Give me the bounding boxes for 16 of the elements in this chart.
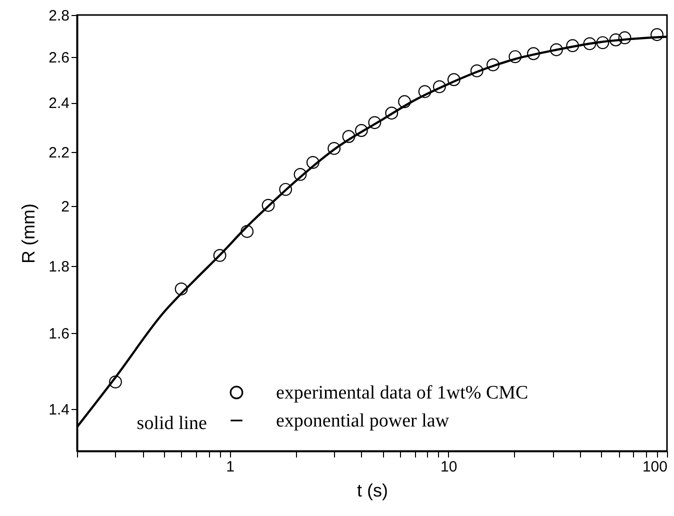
y-tick-label: 1.4: [48, 401, 70, 418]
x-axis-title: t (s): [357, 480, 388, 500]
legend-label: exponential power law: [276, 410, 450, 432]
y-tick-label: 2: [61, 198, 70, 216]
y-tick-label: 2.4: [48, 95, 70, 112]
y-tick-label: 1.8: [48, 258, 70, 276]
y-tick-label: 1.6: [48, 326, 70, 343]
annotation: solid line: [136, 413, 207, 434]
x-tick-label: 100: [642, 458, 668, 476]
x-tick-label: 1: [226, 458, 234, 476]
y-tick-label: 2.2: [48, 144, 70, 162]
y-axis-title: R (mm): [18, 204, 39, 264]
legend-label: experimental data of 1wt% CMC: [276, 382, 528, 404]
y-tick-label: 2.6: [48, 50, 70, 67]
y-tick-label: 2.8: [48, 8, 70, 24]
x-tick-label: 10: [440, 458, 458, 476]
